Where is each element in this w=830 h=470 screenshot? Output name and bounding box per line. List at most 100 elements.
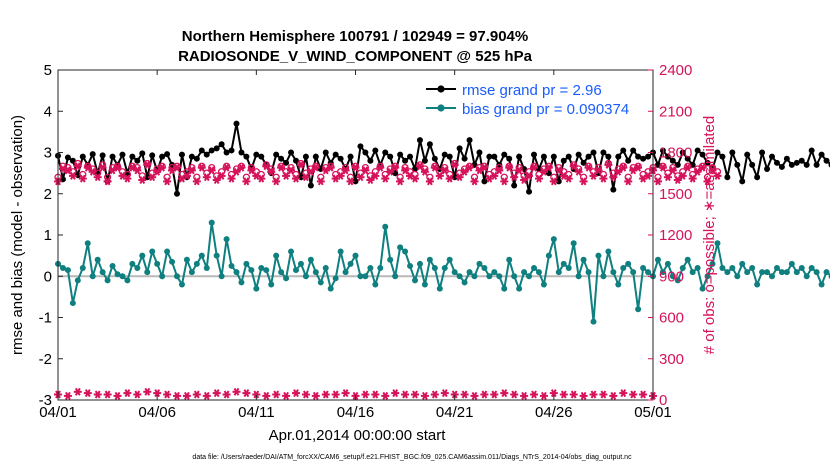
data-point — [630, 269, 637, 276]
asterisk-stroke — [332, 390, 339, 399]
asterisk-stroke — [521, 391, 527, 400]
data-point — [540, 281, 547, 288]
asterisk-stroke — [312, 163, 319, 172]
data-point — [69, 157, 76, 164]
asterisk-stroke — [228, 174, 235, 183]
data-point — [63, 166, 72, 175]
data-point — [426, 141, 433, 148]
data-point — [554, 166, 563, 175]
data-point — [704, 273, 711, 280]
data-point — [277, 163, 286, 172]
data-point — [460, 390, 469, 399]
data-point — [182, 391, 191, 400]
data-point — [426, 256, 433, 263]
data-point — [59, 265, 66, 271]
data-point — [73, 387, 82, 396]
data-point — [575, 151, 582, 158]
data-point — [387, 153, 394, 160]
data-point — [169, 258, 176, 265]
data-point — [506, 256, 513, 263]
asterisk-stroke — [496, 166, 503, 175]
asterisk-stroke — [362, 390, 369, 399]
data-point — [322, 149, 329, 156]
data-point — [435, 171, 444, 180]
asterisk-stroke — [669, 166, 676, 175]
asterisk-stroke — [79, 174, 86, 183]
data-point — [580, 159, 587, 166]
data-point — [640, 265, 647, 271]
data-point — [684, 256, 691, 263]
data-point — [412, 166, 418, 172]
data-point — [531, 265, 537, 271]
data-point — [63, 391, 72, 400]
data-point — [788, 260, 795, 267]
asterisk-stroke — [689, 174, 696, 183]
data-point — [466, 137, 473, 144]
data-point — [694, 147, 701, 154]
asterisk-stroke — [600, 390, 607, 399]
asterisk-stroke — [273, 177, 280, 186]
asterisk-stroke — [278, 163, 284, 172]
x-axis-label: Apr.01,2014 00:00:00 start — [269, 427, 447, 444]
asterisk-stroke — [560, 171, 567, 180]
asterisk-stroke — [620, 163, 627, 172]
asterisk-stroke — [367, 176, 374, 184]
data-point — [630, 147, 637, 154]
data-point — [139, 252, 146, 259]
right-tick-label: 1500 — [659, 186, 692, 203]
data-point — [609, 173, 618, 182]
data-point — [818, 281, 825, 288]
data-point — [351, 163, 360, 172]
right-tick-label: 300 — [659, 351, 684, 368]
data-point — [669, 273, 676, 280]
data-point — [337, 248, 344, 255]
data-point — [605, 153, 612, 160]
right-tick-label: 600 — [659, 310, 684, 327]
data-point — [574, 167, 583, 176]
data-point — [615, 281, 622, 288]
asterisk-stroke — [635, 163, 641, 172]
data-point — [778, 163, 785, 170]
asterisk-stroke — [392, 163, 399, 172]
asterisk-stroke — [149, 173, 156, 182]
data-point — [470, 177, 479, 186]
data-point — [357, 273, 364, 280]
data-point — [218, 273, 225, 280]
data-point — [163, 390, 172, 399]
asterisk-stroke — [184, 171, 190, 180]
asterisk-stroke — [536, 174, 542, 183]
asterisk-stroke — [283, 391, 289, 400]
data-point — [739, 260, 746, 267]
data-point — [312, 269, 319, 276]
asterisk-stroke — [541, 391, 547, 400]
data-point — [803, 161, 810, 168]
asterisk-stroke — [65, 391, 71, 400]
data-point — [243, 153, 250, 160]
asterisk-stroke — [546, 163, 552, 172]
data-point — [430, 390, 439, 399]
data-point — [79, 265, 86, 271]
data-point — [625, 157, 632, 164]
data-point — [769, 273, 775, 280]
data-point — [704, 159, 711, 166]
data-point — [625, 260, 632, 267]
data-point — [208, 147, 215, 154]
data-point — [341, 166, 350, 175]
data-point — [465, 163, 474, 172]
data-point — [599, 390, 608, 399]
asterisk-stroke — [655, 177, 661, 186]
data-point — [634, 163, 643, 172]
asterisk-stroke — [625, 177, 632, 186]
asterisk-stroke — [144, 160, 151, 169]
data-point — [673, 176, 682, 184]
data-point — [436, 285, 443, 292]
asterisk-stroke — [362, 166, 369, 175]
asterisk-stroke — [620, 389, 627, 398]
data-point — [594, 166, 603, 175]
data-point — [174, 273, 180, 280]
asterisk-stroke — [590, 390, 597, 399]
data-point — [416, 137, 423, 144]
asterisk-stroke — [372, 390, 379, 399]
data-point — [83, 389, 92, 398]
data-point — [212, 389, 221, 398]
